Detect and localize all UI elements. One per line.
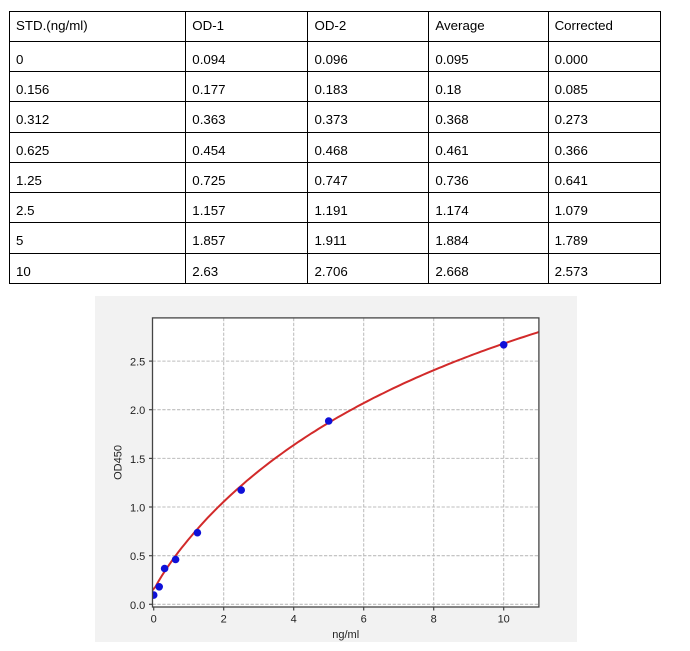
- svg-text:8: 8: [431, 614, 437, 626]
- svg-text:ng/ml: ng/ml: [332, 629, 359, 641]
- svg-text:4: 4: [291, 614, 297, 626]
- svg-text:10: 10: [498, 614, 510, 626]
- svg-text:0.0: 0.0: [130, 600, 145, 612]
- svg-text:1.0: 1.0: [130, 503, 145, 515]
- svg-text:6: 6: [361, 614, 367, 626]
- svg-text:0: 0: [151, 614, 157, 626]
- svg-text:1.5: 1.5: [130, 454, 145, 466]
- svg-text:2.0: 2.0: [130, 405, 145, 417]
- svg-text:2: 2: [221, 614, 227, 626]
- svg-text:0.5: 0.5: [130, 551, 145, 563]
- svg-text:OD450: OD450: [113, 445, 125, 480]
- svg-text:2.5: 2.5: [130, 357, 145, 369]
